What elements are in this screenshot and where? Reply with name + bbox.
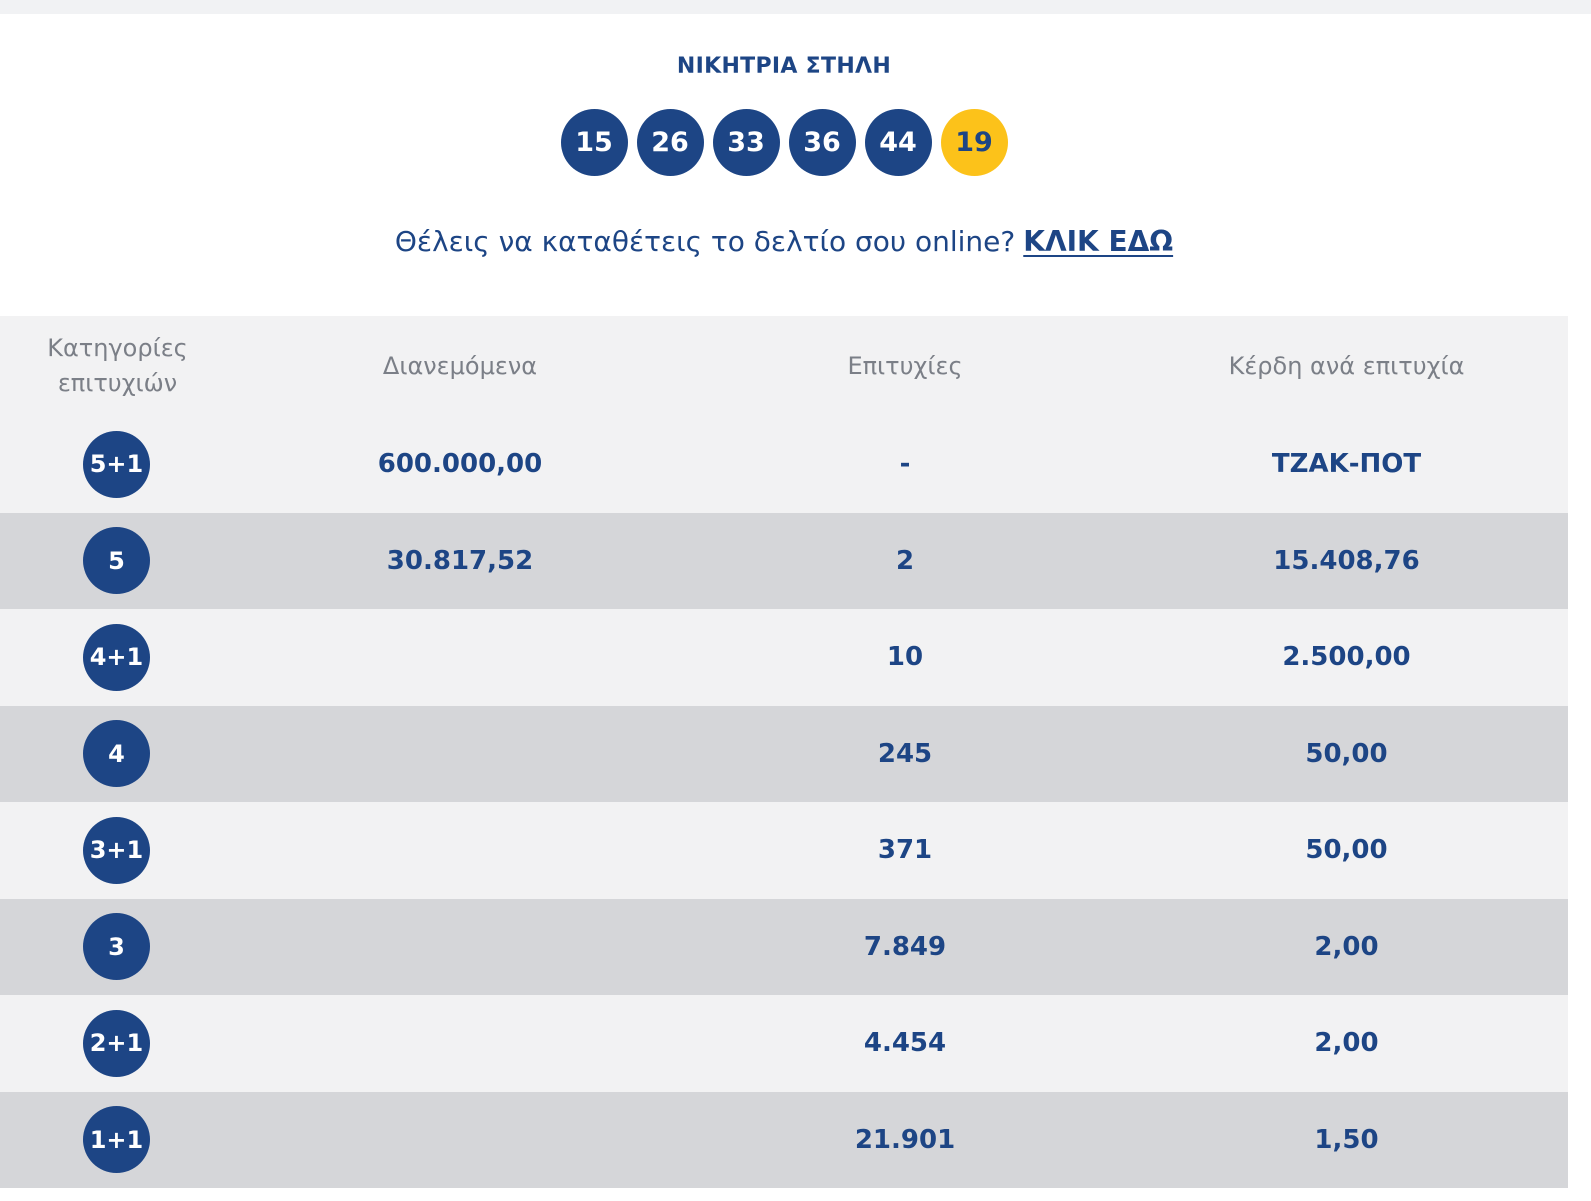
prize-value: ΤΖΑΚ-ΠΟΤ [1271,449,1422,480]
category-badge: 3 [83,913,150,981]
online-prompt: Θέλεις να καταθέτεις το δελτίο σου onlin… [0,225,1568,258]
table-row: 3 7.849 2,00 [0,898,1568,995]
category-badge: 1+1 [83,1106,150,1174]
category-badge: 5 [83,527,150,595]
winning-column-title: ΝΙΚΗΤΡΙΑ ΣΤΗΛΗ [676,54,892,79]
number-ball: 15 [560,109,628,176]
table-row: 1+1 21.901 1,50 [0,1091,1568,1188]
prize-value: 15.408,76 [1273,545,1420,576]
prize-value: 1,50 [1314,1124,1379,1155]
winners-value: 245 [877,738,933,769]
top-strip [0,0,1591,14]
header-category: Κατηγορίες επιτυχιών [47,334,188,397]
table-row: 5+1 600.000,00 - ΤΖΑΚ-ΠΟΤ [0,416,1568,513]
prize-value: 2.500,00 [1282,642,1411,673]
header-winners: Επιτυχίες [847,351,963,380]
winners-value: 4.454 [863,1028,947,1059]
prize-table: Κατηγορίες επιτυχιών Διανεμόμενα Επιτυχί… [0,316,1568,1188]
table-row: 4 245 50,00 [0,705,1568,802]
number-ball: 26 [636,109,704,176]
table-row: 4+1 10 2.500,00 [0,609,1568,706]
category-badge: 5+1 [83,430,150,498]
joker-ball: 19 [940,109,1008,176]
category-badge: 4 [83,720,150,788]
click-here-link[interactable]: ΚΛΙΚ ΕΔΩ [1023,225,1174,258]
winners-value: 371 [877,835,933,866]
header-prize: Κέρδη ανά επιτυχία [1228,351,1465,380]
winning-numbers: 15 26 33 36 44 19 [0,109,1568,176]
header-distributed: Διανεμόμενα [382,351,538,380]
table-row: 3+1 371 50,00 [0,802,1568,899]
number-ball: 36 [788,109,856,176]
winners-value: 7.849 [863,931,947,962]
winners-value: 21.901 [854,1124,956,1155]
number-ball: 44 [864,109,932,176]
distributed-value: 600.000,00 [377,449,543,480]
online-question: Θέλεις να καταθέτεις το δελτίο σου onlin… [394,225,1016,258]
number-ball: 33 [712,109,780,176]
winners-value: 2 [895,545,915,576]
table-row: 5 30.817,52 2 15.408,76 [0,512,1568,609]
category-badge: 4+1 [83,623,150,691]
winners-value: 10 [886,642,924,673]
category-badge: 2+1 [83,1009,150,1077]
prize-value: 2,00 [1314,1028,1379,1059]
prize-value: 50,00 [1305,835,1388,866]
prize-value: 50,00 [1305,738,1388,769]
prize-value: 2,00 [1314,931,1379,962]
table-header: Κατηγορίες επιτυχιών Διανεμόμενα Επιτυχί… [0,316,1568,416]
table-row: 2+1 4.454 2,00 [0,995,1568,1092]
category-badge: 3+1 [83,816,150,884]
winners-value: - [899,449,911,480]
distributed-value: 30.817,52 [386,545,534,576]
